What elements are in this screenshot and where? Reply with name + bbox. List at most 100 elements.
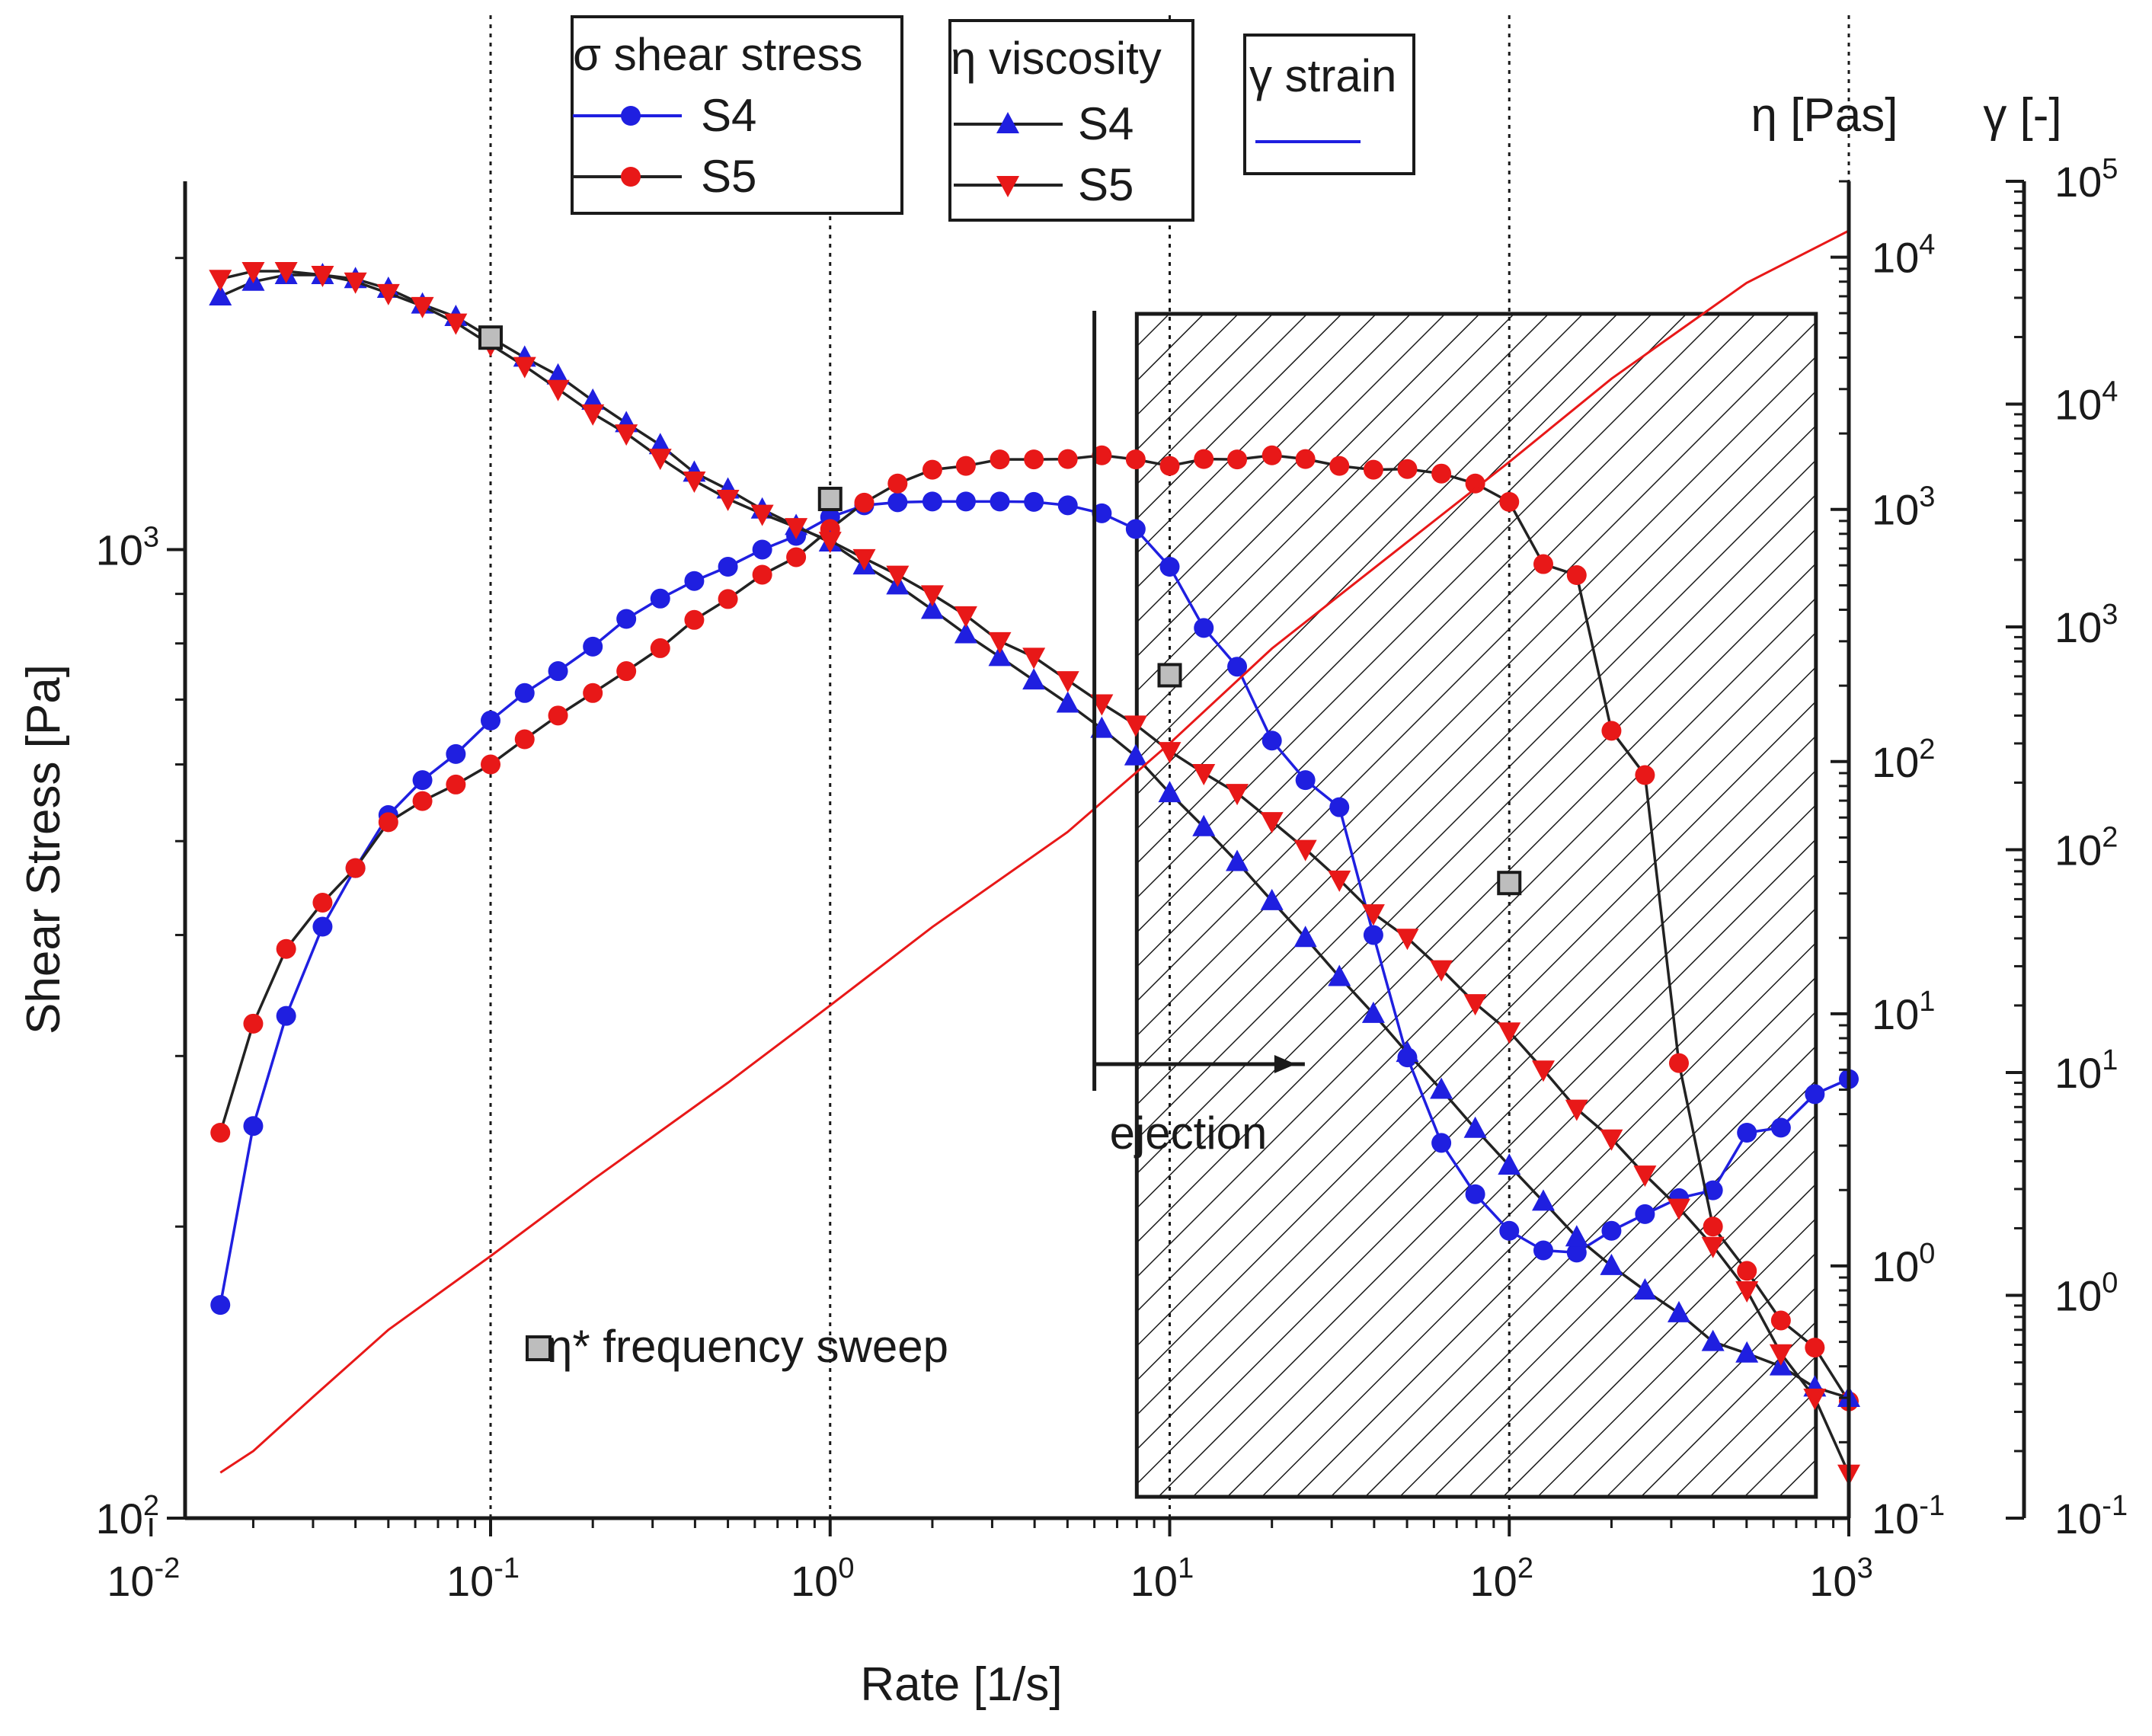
data-point — [478, 325, 504, 350]
sweep-marker-icon — [526, 1335, 552, 1361]
data-point — [548, 661, 568, 682]
data-point — [1226, 849, 1249, 871]
data-point — [546, 379, 570, 401]
data-point — [1531, 1189, 1555, 1211]
data-point — [1463, 994, 1487, 1016]
data-point — [1533, 1240, 1553, 1261]
data-point — [684, 609, 705, 630]
y2-tick-label: 100 — [1872, 1238, 1935, 1290]
data-point — [1295, 449, 1316, 469]
data-point — [1770, 1117, 1791, 1138]
data-point — [750, 504, 774, 526]
data-point — [1531, 1060, 1555, 1082]
legend-label-s4: S4 — [1078, 98, 1134, 149]
data-point — [209, 283, 232, 305]
x-tick-label: 10-2 — [107, 1552, 180, 1605]
data-point — [1565, 1099, 1588, 1121]
hatched-region-group — [1134, 312, 1818, 1499]
data-point — [1465, 1184, 1485, 1204]
data-point — [1022, 668, 1046, 690]
data-point — [1803, 1389, 1827, 1411]
data-point — [786, 547, 807, 567]
series-shear-stress-s5 — [210, 445, 1859, 1411]
legend-strain: γ strain — [1243, 34, 1415, 175]
data-point — [1497, 871, 1522, 896]
data-point — [1157, 663, 1182, 688]
data-point — [378, 812, 398, 833]
data-point — [1565, 1225, 1588, 1247]
data-point — [922, 491, 942, 512]
data-point — [615, 424, 638, 446]
data-point — [412, 770, 433, 791]
data-point — [1769, 1344, 1792, 1366]
data-point — [344, 272, 367, 294]
data-point — [988, 644, 1012, 667]
data-point — [1633, 1165, 1657, 1188]
data-point — [444, 313, 468, 335]
data-point — [718, 556, 738, 577]
data-point — [243, 1116, 264, 1137]
y3-tick-label: 105 — [2054, 153, 2118, 206]
hatched-region — [1134, 312, 1818, 1499]
y2-tick-label: 104 — [1872, 229, 1935, 282]
y-tick-label: 103 — [96, 521, 159, 574]
data-point — [411, 296, 434, 318]
y3-tick-label: 101 — [2054, 1044, 2118, 1097]
data-point — [412, 791, 433, 811]
data-point — [312, 892, 333, 913]
data-point — [1667, 1300, 1690, 1322]
data-point — [920, 585, 944, 607]
data-point — [1260, 888, 1284, 910]
data-point — [1194, 449, 1214, 469]
data-point — [481, 754, 501, 775]
data-point — [1261, 445, 1282, 465]
data-point — [1293, 839, 1317, 862]
data-point — [1295, 770, 1316, 791]
data-point — [1465, 473, 1485, 494]
data-point — [922, 459, 942, 480]
data-point — [210, 1123, 231, 1143]
data-point — [1361, 1001, 1385, 1023]
series-line — [219, 229, 1850, 1474]
data-point — [1363, 925, 1383, 945]
x-axis-title: Rate [1/s] — [860, 1658, 1062, 1711]
legend-marker-s4 — [996, 112, 1019, 133]
y2-tick-label: 10-1 — [1872, 1490, 1945, 1543]
data-point — [1260, 812, 1284, 834]
y2-tick-label: 102 — [1872, 734, 1935, 786]
legend-box — [948, 19, 1194, 222]
arrow-head-icon — [1274, 1055, 1296, 1073]
data-point — [274, 262, 298, 284]
legend-label-s4: S4 — [701, 90, 756, 141]
data-point — [1397, 459, 1418, 479]
data-point — [650, 588, 670, 609]
data-point — [312, 916, 333, 937]
data-point — [1159, 556, 1180, 577]
legend-marker-s5 — [621, 167, 641, 187]
data-point — [1735, 1341, 1759, 1363]
data-point — [1056, 671, 1079, 693]
data-point — [990, 449, 1010, 470]
legend-label-s5: S5 — [1078, 159, 1134, 210]
data-point — [1158, 781, 1182, 803]
data-point — [1159, 456, 1180, 476]
sweep-annotation: η* frequency sweep — [526, 1321, 948, 1372]
data-point — [1024, 491, 1044, 512]
data-point — [1635, 1204, 1655, 1224]
legend-title: η viscosity — [951, 33, 1162, 84]
data-point — [514, 683, 535, 703]
data-point — [955, 456, 976, 476]
data-point — [1328, 870, 1351, 892]
data-point — [243, 1013, 264, 1034]
data-point — [546, 363, 570, 385]
ejection-annotation: ejection — [1092, 311, 1305, 1159]
y-axis-title: Shear Stress [Pa] — [18, 664, 70, 1034]
legend-title: γ strain — [1249, 50, 1396, 101]
x-tick-label: 103 — [1809, 1552, 1872, 1605]
data-point — [684, 571, 705, 591]
data-point — [1498, 1022, 1521, 1044]
data-point — [1227, 449, 1248, 470]
data-point — [1363, 459, 1383, 480]
data-point — [1633, 1278, 1657, 1300]
data-point — [1125, 519, 1146, 539]
